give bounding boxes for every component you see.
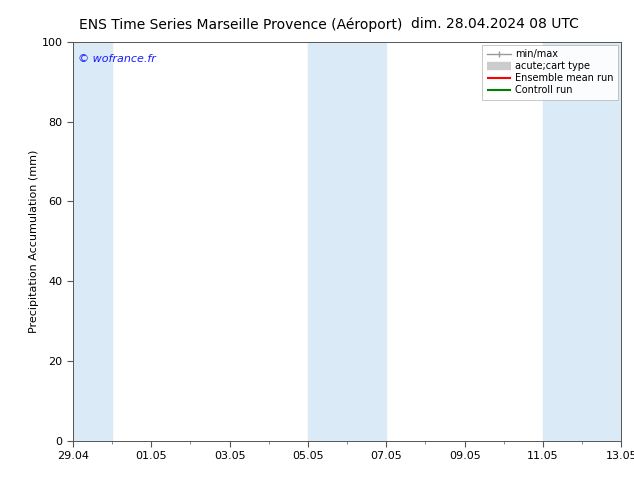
Text: dim. 28.04.2024 08 UTC: dim. 28.04.2024 08 UTC <box>411 17 578 31</box>
Bar <box>308 42 386 441</box>
Bar <box>543 42 621 441</box>
Text: © wofrance.fr: © wofrance.fr <box>79 53 156 64</box>
Bar <box>73 42 112 441</box>
Legend: min/max, acute;cart type, Ensemble mean run, Controll run: min/max, acute;cart type, Ensemble mean … <box>482 45 618 100</box>
Y-axis label: Precipitation Accumulation (mm): Precipitation Accumulation (mm) <box>29 149 39 333</box>
Text: ENS Time Series Marseille Provence (Aéroport): ENS Time Series Marseille Provence (Aéro… <box>79 17 403 32</box>
